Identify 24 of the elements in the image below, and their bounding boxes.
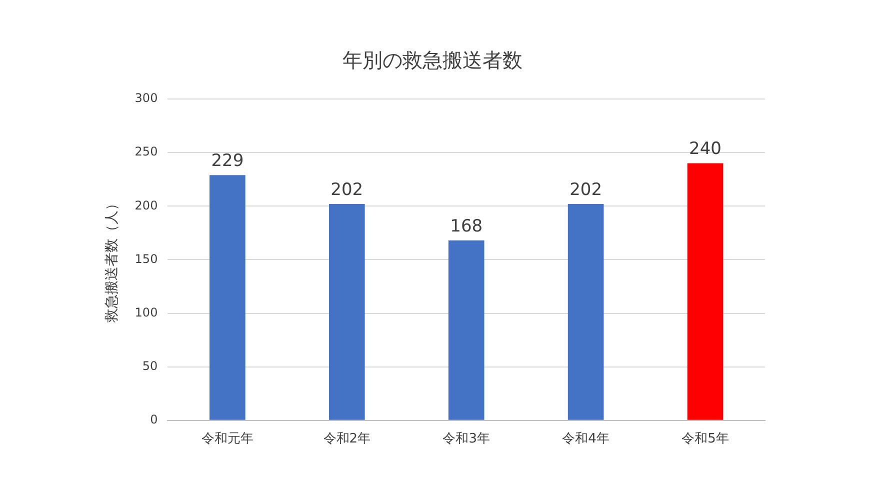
bar <box>448 240 484 420</box>
y-tick-label: 200 <box>134 198 158 212</box>
y-tick-label: 100 <box>134 305 158 320</box>
x-tick-label: 令和4年 <box>562 432 610 447</box>
data-label: 168 <box>450 216 483 236</box>
bar <box>328 204 365 420</box>
x-tick-label: 令和5年 <box>682 432 729 447</box>
x-tick-label: 令和2年 <box>323 432 371 447</box>
y-tick-label: 0 <box>150 412 158 427</box>
y-tick-label: 300 <box>134 91 158 106</box>
data-label: 202 <box>330 180 364 200</box>
chart-title: 年別の救急搬送者数 <box>342 48 522 72</box>
bar <box>568 204 604 420</box>
data-label: 229 <box>211 150 244 171</box>
y-tick-label: 150 <box>134 252 158 266</box>
bar <box>687 163 724 420</box>
y-tick-label: 250 <box>134 144 158 159</box>
data-label: 240 <box>689 139 722 160</box>
x-tick-label: 令和元年 <box>201 432 254 447</box>
bar <box>210 175 246 420</box>
data-label: 202 <box>570 180 602 200</box>
x-tick-label: 令和3年 <box>442 432 490 447</box>
y-tick-label: 50 <box>142 358 158 373</box>
y-axis-title: 救急搬送者数（人） <box>104 196 120 324</box>
